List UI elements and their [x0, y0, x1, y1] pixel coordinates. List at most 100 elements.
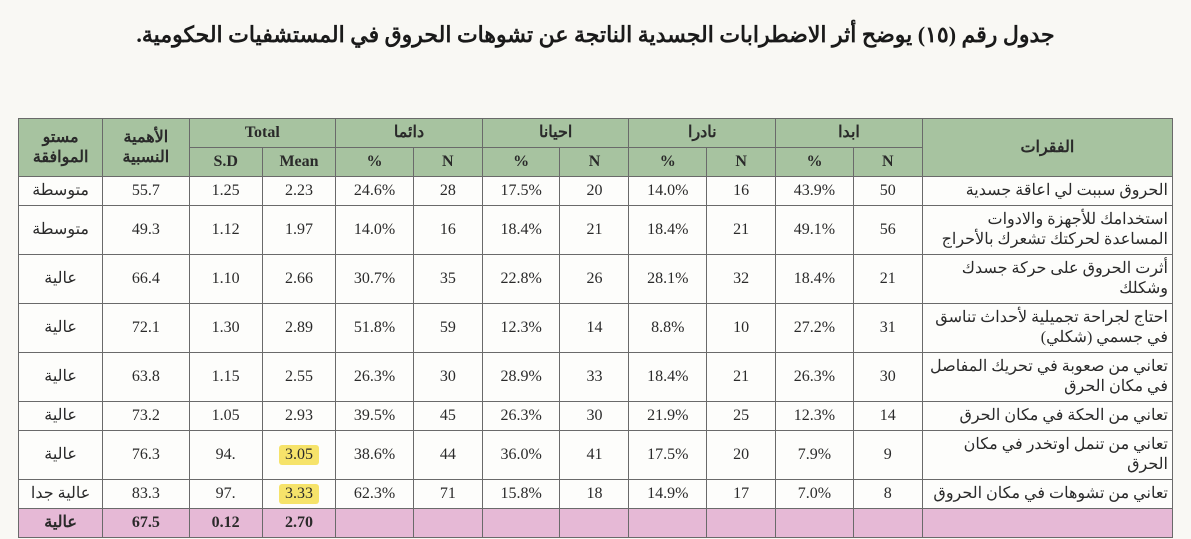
cell-sometimes-n: 18 [560, 480, 629, 509]
summary-mean: 2.70 [262, 509, 335, 538]
cell-item: تعاني من تنمل اوتخدر في مكان الحرق [922, 431, 1172, 480]
table-row: أثرت الحروق على حركة جسدك وشكلك2118.4%32… [19, 255, 1173, 304]
cell-level: عالية جدا [19, 480, 103, 509]
table-row: تعاني من تشوهات في مكان الحروق87.0%1714.… [19, 480, 1173, 509]
cell-never-pct: 12.3% [776, 402, 854, 431]
cell-never-pct: 26.3% [776, 353, 854, 402]
cell-sometimes-n: 21 [560, 206, 629, 255]
cell-sometimes-n: 26 [560, 255, 629, 304]
cell-sometimes-pct: 12.3% [482, 304, 560, 353]
table-row: تعاني من الحكة في مكان الحرق1412.3%2521.… [19, 402, 1173, 431]
cell-sometimes-n: 30 [560, 402, 629, 431]
cell-never-n: 56 [853, 206, 922, 255]
cell-sometimes-n: 20 [560, 177, 629, 206]
sub-n: N [853, 148, 922, 177]
sub-pct: % [776, 148, 854, 177]
cell-sd: 1.12 [189, 206, 262, 255]
cell-always-pct: 30.7% [336, 255, 414, 304]
cell-never-pct: 7.9% [776, 431, 854, 480]
sub-pct: % [482, 148, 560, 177]
cell-always-pct: 26.3% [336, 353, 414, 402]
cell-sd: 1.30 [189, 304, 262, 353]
summary-row: 2.700.1267.5عالية [19, 509, 1173, 538]
cell-rarely-n: 21 [707, 353, 776, 402]
sub-n: N [413, 148, 482, 177]
cell-rarely-pct: 18.4% [629, 353, 707, 402]
cell-item: تعاني من الحكة في مكان الحرق [922, 402, 1172, 431]
cell-mean: 3.05 [262, 431, 335, 480]
table-row: تعاني من صعوبة في تحريك المفاصل في مكان … [19, 353, 1173, 402]
cell-importance: 49.3 [103, 206, 189, 255]
cell-sometimes-pct: 22.8% [482, 255, 560, 304]
cell-item: أثرت الحروق على حركة جسدك وشكلك [922, 255, 1172, 304]
data-table: الفقرات ابدا نادرا احيانا دائما Total ال… [18, 118, 1173, 538]
cell-never-n: 8 [853, 480, 922, 509]
cell-rarely-n: 25 [707, 402, 776, 431]
cell-importance: 76.3 [103, 431, 189, 480]
cell-mean: 2.55 [262, 353, 335, 402]
cell-never-n: 14 [853, 402, 922, 431]
cell-sd: 1.05 [189, 402, 262, 431]
cell-rarely-pct: 8.8% [629, 304, 707, 353]
cell-item: احتاج لجراحة تجميلية لأحداث تناسق في جسم… [922, 304, 1172, 353]
cell-never-n: 50 [853, 177, 922, 206]
cell-never-n: 30 [853, 353, 922, 402]
cell-rarely-n: 16 [707, 177, 776, 206]
cell-sd: 1.15 [189, 353, 262, 402]
cell-always-pct: 38.6% [336, 431, 414, 480]
cell-rarely-n: 10 [707, 304, 776, 353]
cell-item: استخدامك للأجهزة والادوات المساعدة لحركت… [922, 206, 1172, 255]
sub-pct: % [336, 148, 414, 177]
table-row: احتاج لجراحة تجميلية لأحداث تناسق في جسم… [19, 304, 1173, 353]
cell-rarely-n: 32 [707, 255, 776, 304]
cell-item: تعاني من صعوبة في تحريك المفاصل في مكان … [922, 353, 1172, 402]
summary-importance: 67.5 [103, 509, 189, 538]
cell-mean: 3.33 [262, 480, 335, 509]
cell-never-n: 21 [853, 255, 922, 304]
cell-sd: 1.10 [189, 255, 262, 304]
cell-rarely-pct: 14.9% [629, 480, 707, 509]
cell-rarely-n: 17 [707, 480, 776, 509]
cell-always-pct: 24.6% [336, 177, 414, 206]
cell-rarely-n: 21 [707, 206, 776, 255]
cell-sd: .97 [189, 480, 262, 509]
cell-always-pct: 62.3% [336, 480, 414, 509]
summary-sd: 0.12 [189, 509, 262, 538]
cell-sd: .94 [189, 431, 262, 480]
cell-mean: 2.93 [262, 402, 335, 431]
cell-always-n: 44 [413, 431, 482, 480]
col-never: ابدا [776, 119, 923, 148]
col-always: دائما [336, 119, 483, 148]
cell-level: عالية [19, 255, 103, 304]
cell-always-n: 16 [413, 206, 482, 255]
cell-item: تعاني من تشوهات في مكان الحروق [922, 480, 1172, 509]
cell-sometimes-pct: 36.0% [482, 431, 560, 480]
cell-mean: 1.97 [262, 206, 335, 255]
cell-importance: 73.2 [103, 402, 189, 431]
cell-sometimes-pct: 17.5% [482, 177, 560, 206]
cell-always-pct: 39.5% [336, 402, 414, 431]
cell-rarely-pct: 17.5% [629, 431, 707, 480]
cell-level: عالية [19, 353, 103, 402]
cell-level: عالية [19, 431, 103, 480]
sub-mean: Mean [262, 148, 335, 177]
cell-level: متوسطة [19, 206, 103, 255]
cell-sometimes-pct: 18.4% [482, 206, 560, 255]
col-total: Total [189, 119, 336, 148]
cell-always-pct: 51.8% [336, 304, 414, 353]
cell-sometimes-pct: 15.8% [482, 480, 560, 509]
cell-always-pct: 14.0% [336, 206, 414, 255]
cell-never-n: 31 [853, 304, 922, 353]
cell-level: عالية [19, 402, 103, 431]
sub-n: N [560, 148, 629, 177]
cell-always-n: 59 [413, 304, 482, 353]
cell-sometimes-n: 14 [560, 304, 629, 353]
cell-sometimes-n: 33 [560, 353, 629, 402]
cell-sometimes-pct: 26.3% [482, 402, 560, 431]
cell-never-pct: 18.4% [776, 255, 854, 304]
cell-mean: 2.66 [262, 255, 335, 304]
cell-sometimes-pct: 28.9% [482, 353, 560, 402]
cell-never-n: 9 [853, 431, 922, 480]
cell-always-n: 30 [413, 353, 482, 402]
col-sometimes: احيانا [482, 119, 629, 148]
